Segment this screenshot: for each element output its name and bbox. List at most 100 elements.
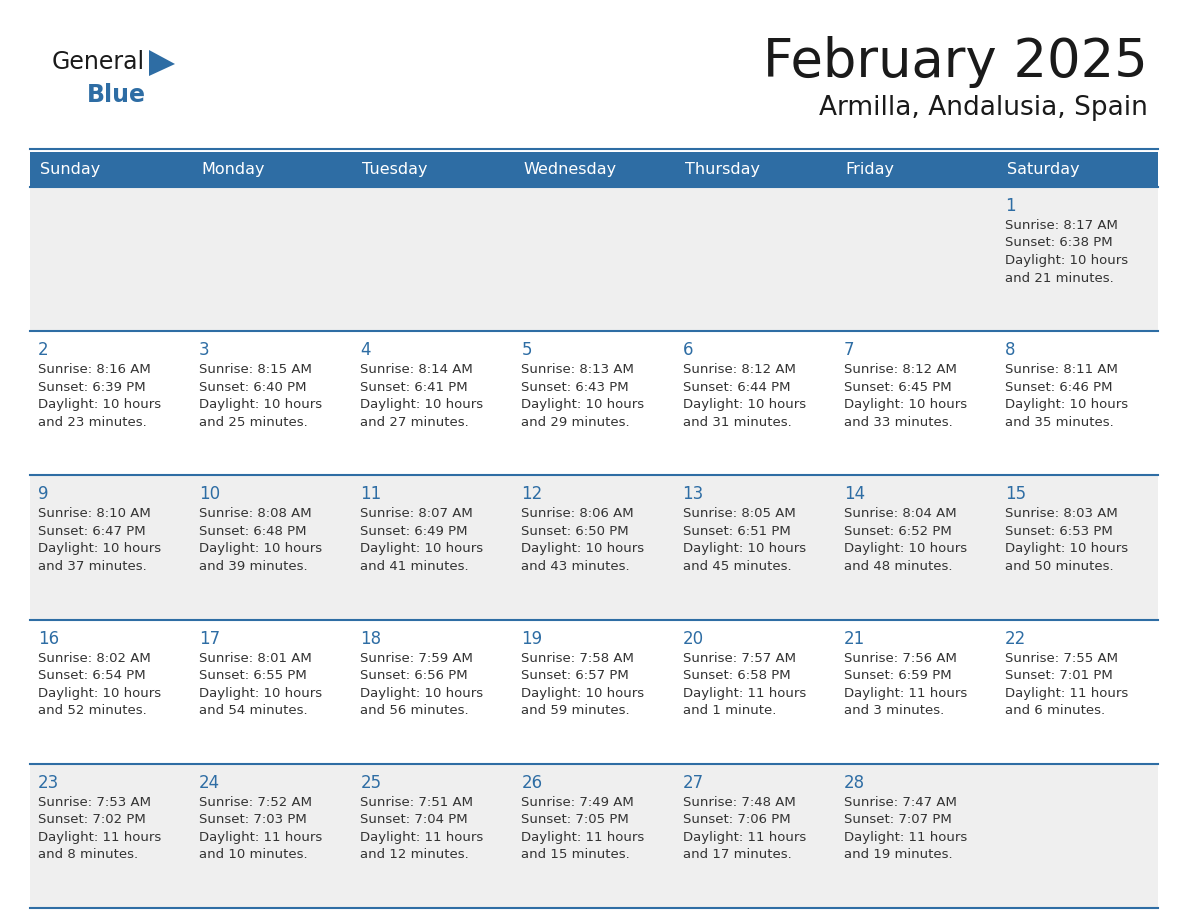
Text: Sunrise: 8:02 AM: Sunrise: 8:02 AM	[38, 652, 151, 665]
Text: Sunset: 6:57 PM: Sunset: 6:57 PM	[522, 669, 630, 682]
Text: Daylight: 10 hours: Daylight: 10 hours	[360, 687, 484, 700]
Text: Sunrise: 7:58 AM: Sunrise: 7:58 AM	[522, 652, 634, 665]
Text: Sunrise: 8:07 AM: Sunrise: 8:07 AM	[360, 508, 473, 521]
Text: Sunrise: 8:01 AM: Sunrise: 8:01 AM	[200, 652, 312, 665]
Text: Daylight: 10 hours: Daylight: 10 hours	[683, 398, 805, 411]
Text: 19: 19	[522, 630, 543, 647]
Text: Sunrise: 8:15 AM: Sunrise: 8:15 AM	[200, 364, 312, 376]
Text: and 21 minutes.: and 21 minutes.	[1005, 272, 1113, 285]
Text: Sunrise: 8:08 AM: Sunrise: 8:08 AM	[200, 508, 311, 521]
Text: Sunrise: 7:56 AM: Sunrise: 7:56 AM	[843, 652, 956, 665]
Text: Sunrise: 7:59 AM: Sunrise: 7:59 AM	[360, 652, 473, 665]
Text: Sunrise: 8:03 AM: Sunrise: 8:03 AM	[1005, 508, 1118, 521]
Text: Daylight: 11 hours: Daylight: 11 hours	[522, 831, 645, 844]
Text: Sunset: 6:56 PM: Sunset: 6:56 PM	[360, 669, 468, 682]
Text: Sunrise: 8:16 AM: Sunrise: 8:16 AM	[38, 364, 151, 376]
Text: Armilla, Andalusia, Spain: Armilla, Andalusia, Spain	[819, 95, 1148, 121]
Text: and 54 minutes.: and 54 minutes.	[200, 704, 308, 717]
Text: and 45 minutes.: and 45 minutes.	[683, 560, 791, 573]
Text: Daylight: 11 hours: Daylight: 11 hours	[360, 831, 484, 844]
Polygon shape	[148, 50, 175, 76]
Text: Sunset: 6:40 PM: Sunset: 6:40 PM	[200, 381, 307, 394]
Text: Sunrise: 8:17 AM: Sunrise: 8:17 AM	[1005, 219, 1118, 232]
Text: 2: 2	[38, 341, 49, 359]
Text: and 29 minutes.: and 29 minutes.	[522, 416, 630, 429]
Text: and 8 minutes.: and 8 minutes.	[38, 848, 138, 861]
Text: and 6 minutes.: and 6 minutes.	[1005, 704, 1105, 717]
Text: Sunrise: 8:11 AM: Sunrise: 8:11 AM	[1005, 364, 1118, 376]
Bar	[30, 331, 1158, 476]
Text: and 39 minutes.: and 39 minutes.	[200, 560, 308, 573]
Bar	[30, 764, 1158, 908]
Text: 18: 18	[360, 630, 381, 647]
Text: and 19 minutes.: and 19 minutes.	[843, 848, 953, 861]
Text: Daylight: 11 hours: Daylight: 11 hours	[843, 831, 967, 844]
Text: Sunrise: 7:49 AM: Sunrise: 7:49 AM	[522, 796, 634, 809]
Text: and 10 minutes.: and 10 minutes.	[200, 848, 308, 861]
Text: 9: 9	[38, 486, 49, 503]
Text: Thursday: Thursday	[684, 162, 759, 177]
Text: Daylight: 10 hours: Daylight: 10 hours	[200, 543, 322, 555]
Text: Sunset: 6:39 PM: Sunset: 6:39 PM	[38, 381, 146, 394]
Text: and 52 minutes.: and 52 minutes.	[38, 704, 147, 717]
Text: Sunset: 6:49 PM: Sunset: 6:49 PM	[360, 525, 468, 538]
Text: Sunset: 6:52 PM: Sunset: 6:52 PM	[843, 525, 952, 538]
Text: Wednesday: Wednesday	[524, 162, 617, 177]
Text: Sunrise: 8:12 AM: Sunrise: 8:12 AM	[683, 364, 796, 376]
Text: Sunset: 7:05 PM: Sunset: 7:05 PM	[522, 813, 630, 826]
Text: 26: 26	[522, 774, 543, 792]
Text: Sunset: 7:03 PM: Sunset: 7:03 PM	[200, 813, 307, 826]
Text: Daylight: 10 hours: Daylight: 10 hours	[360, 543, 484, 555]
Text: 23: 23	[38, 774, 59, 792]
Text: Daylight: 10 hours: Daylight: 10 hours	[38, 398, 162, 411]
Text: and 37 minutes.: and 37 minutes.	[38, 560, 147, 573]
Text: Daylight: 11 hours: Daylight: 11 hours	[683, 687, 805, 700]
Text: and 33 minutes.: and 33 minutes.	[843, 416, 953, 429]
Text: and 31 minutes.: and 31 minutes.	[683, 416, 791, 429]
Text: Sunset: 6:46 PM: Sunset: 6:46 PM	[1005, 381, 1112, 394]
Text: Sunset: 6:48 PM: Sunset: 6:48 PM	[200, 525, 307, 538]
Text: 21: 21	[843, 630, 865, 647]
Text: Daylight: 11 hours: Daylight: 11 hours	[683, 831, 805, 844]
Text: Daylight: 10 hours: Daylight: 10 hours	[360, 398, 484, 411]
Text: Sunset: 6:59 PM: Sunset: 6:59 PM	[843, 669, 952, 682]
Text: Monday: Monday	[201, 162, 265, 177]
Text: 14: 14	[843, 486, 865, 503]
Text: 8: 8	[1005, 341, 1016, 359]
Text: Sunset: 6:43 PM: Sunset: 6:43 PM	[522, 381, 630, 394]
Text: 20: 20	[683, 630, 703, 647]
Text: and 27 minutes.: and 27 minutes.	[360, 416, 469, 429]
Text: Daylight: 10 hours: Daylight: 10 hours	[1005, 398, 1127, 411]
Text: Sunset: 7:06 PM: Sunset: 7:06 PM	[683, 813, 790, 826]
Text: Sunset: 6:45 PM: Sunset: 6:45 PM	[843, 381, 952, 394]
Text: Saturday: Saturday	[1007, 162, 1080, 177]
Text: Daylight: 11 hours: Daylight: 11 hours	[1005, 687, 1129, 700]
Text: and 1 minute.: and 1 minute.	[683, 704, 776, 717]
Text: and 12 minutes.: and 12 minutes.	[360, 848, 469, 861]
Text: and 41 minutes.: and 41 minutes.	[360, 560, 469, 573]
Bar	[30, 476, 1158, 620]
Text: Daylight: 10 hours: Daylight: 10 hours	[38, 543, 162, 555]
Text: and 3 minutes.: and 3 minutes.	[843, 704, 944, 717]
Text: and 50 minutes.: and 50 minutes.	[1005, 560, 1113, 573]
Text: Sunset: 6:41 PM: Sunset: 6:41 PM	[360, 381, 468, 394]
Text: Sunset: 7:07 PM: Sunset: 7:07 PM	[843, 813, 952, 826]
Text: and 25 minutes.: and 25 minutes.	[200, 416, 308, 429]
Text: Daylight: 10 hours: Daylight: 10 hours	[843, 398, 967, 411]
Text: Sunrise: 7:55 AM: Sunrise: 7:55 AM	[1005, 652, 1118, 665]
Text: Sunset: 6:50 PM: Sunset: 6:50 PM	[522, 525, 630, 538]
Text: 25: 25	[360, 774, 381, 792]
Text: Sunset: 6:51 PM: Sunset: 6:51 PM	[683, 525, 790, 538]
Text: and 43 minutes.: and 43 minutes.	[522, 560, 630, 573]
Text: Sunday: Sunday	[40, 162, 100, 177]
Text: Daylight: 10 hours: Daylight: 10 hours	[200, 398, 322, 411]
Bar	[30, 187, 1158, 331]
Text: Sunrise: 7:53 AM: Sunrise: 7:53 AM	[38, 796, 151, 809]
Text: Sunrise: 7:47 AM: Sunrise: 7:47 AM	[843, 796, 956, 809]
Text: Sunset: 6:53 PM: Sunset: 6:53 PM	[1005, 525, 1113, 538]
Text: Sunset: 7:04 PM: Sunset: 7:04 PM	[360, 813, 468, 826]
Text: Daylight: 10 hours: Daylight: 10 hours	[1005, 543, 1127, 555]
Bar	[30, 620, 1158, 764]
Text: 27: 27	[683, 774, 703, 792]
Text: Sunset: 7:02 PM: Sunset: 7:02 PM	[38, 813, 146, 826]
